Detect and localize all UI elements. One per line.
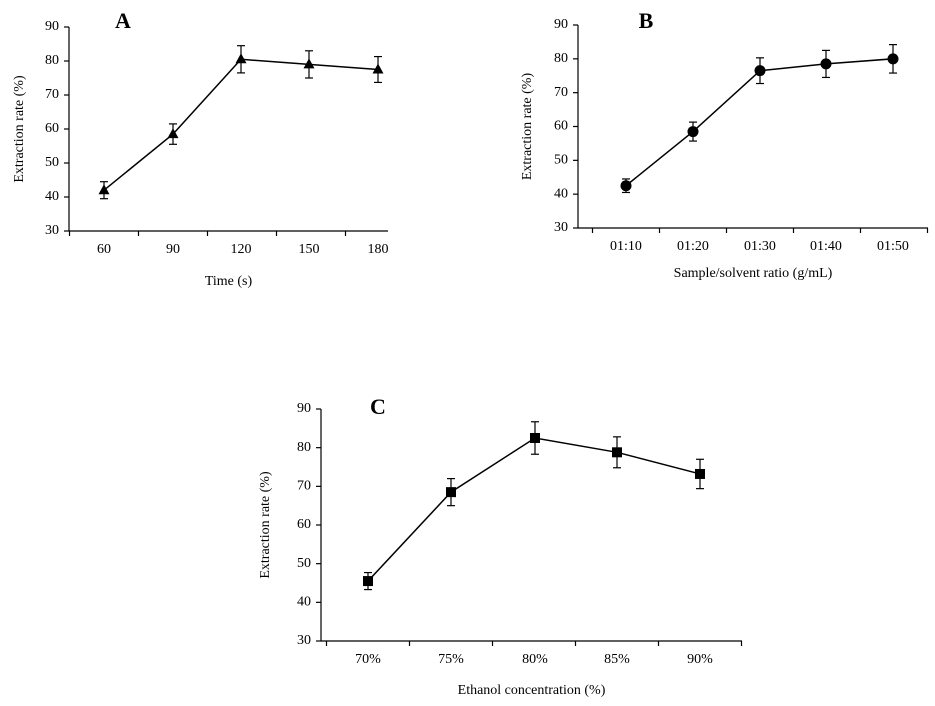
x-tick-label-a-2: 120 [231, 242, 252, 257]
data-point-c-0 [363, 576, 373, 587]
y-tick-label-b-40: 40 [554, 186, 568, 201]
y-tick-label-c-30: 30 [297, 633, 311, 648]
series-line-a-0 [103, 58, 379, 191]
x-tick-label-b-1: 01:20 [677, 239, 709, 254]
data-point-a-2 [235, 53, 247, 64]
x-tick-label-c-0: 70% [355, 652, 381, 667]
x-tick-label-c-4: 90% [687, 652, 713, 667]
y-tick-label-c-40: 40 [297, 595, 311, 610]
x-tick-label-a-1: 90 [166, 242, 180, 257]
panel-letter-b: B [639, 8, 654, 33]
x-tick-label-c-2: 80% [522, 652, 548, 667]
y-tick-label-b-80: 80 [554, 51, 568, 66]
y-tick-label-c-90: 90 [297, 401, 311, 416]
x-tick-label-b-0: 01:10 [610, 239, 642, 254]
x-tick-label-c-3: 85% [604, 652, 630, 667]
data-point-b-1 [687, 126, 699, 138]
y-tick-label-a-60: 60 [45, 121, 59, 136]
x-tick-label-b-3: 01:40 [810, 239, 842, 254]
y-tick-label-a-90: 90 [45, 19, 59, 34]
data-point-a-3 [303, 58, 315, 69]
y-tick-label-a-30: 30 [45, 223, 59, 238]
data-point-b-2 [754, 65, 766, 77]
data-point-a-1 [167, 128, 179, 139]
data-point-c-3 [612, 447, 622, 458]
y-tick-label-c-80: 80 [297, 440, 311, 455]
y-axis-label-a: Extraction rate (%) [12, 75, 27, 183]
y-axis-label-c: Extraction rate (%) [258, 471, 273, 579]
y-tick-label-b-50: 50 [554, 153, 568, 168]
panel-letter-c: C [370, 394, 386, 419]
x-tick-label-c-1: 75% [438, 652, 464, 667]
data-point-c-2 [530, 433, 540, 443]
x-axis-label-b: Sample/solvent ratio (g/mL) [674, 266, 833, 281]
data-point-a-4 [372, 63, 384, 74]
y-tick-label-b-30: 30 [554, 220, 568, 235]
series-line-c-0 [367, 437, 701, 582]
data-point-a-0 [98, 184, 110, 195]
y-axis-label-b: Extraction rate (%) [520, 73, 535, 181]
x-tick-label-a-3: 150 [299, 242, 320, 257]
panel-letter-a: A [115, 8, 131, 33]
y-tick-label-c-50: 50 [297, 556, 311, 571]
y-tick-label-c-70: 70 [297, 479, 311, 494]
y-tick-label-a-50: 50 [45, 155, 59, 170]
data-point-b-4 [887, 53, 899, 65]
x-axis-label-c: Ethanol concentration (%) [458, 683, 606, 698]
y-tick-label-a-80: 80 [45, 53, 59, 68]
x-tick-label-a-0: 60 [97, 242, 111, 257]
x-tick-label-b-2: 01:30 [744, 239, 776, 254]
y-tick-label-c-60: 60 [297, 517, 311, 532]
y-tick-label-a-70: 70 [45, 87, 59, 102]
x-tick-label-a-4: 180 [368, 242, 389, 257]
y-tick-label-b-90: 90 [554, 17, 568, 32]
y-tick-label-b-60: 60 [554, 119, 568, 134]
data-point-c-4 [695, 468, 705, 479]
x-axis-label-a: Time (s) [205, 274, 253, 289]
data-point-b-3 [820, 58, 832, 70]
data-point-c-1 [446, 487, 456, 498]
y-tick-label-a-40: 40 [45, 189, 59, 204]
data-point-b-0 [620, 180, 632, 192]
y-tick-label-b-70: 70 [554, 85, 568, 100]
x-tick-label-b-4: 01:50 [877, 239, 909, 254]
